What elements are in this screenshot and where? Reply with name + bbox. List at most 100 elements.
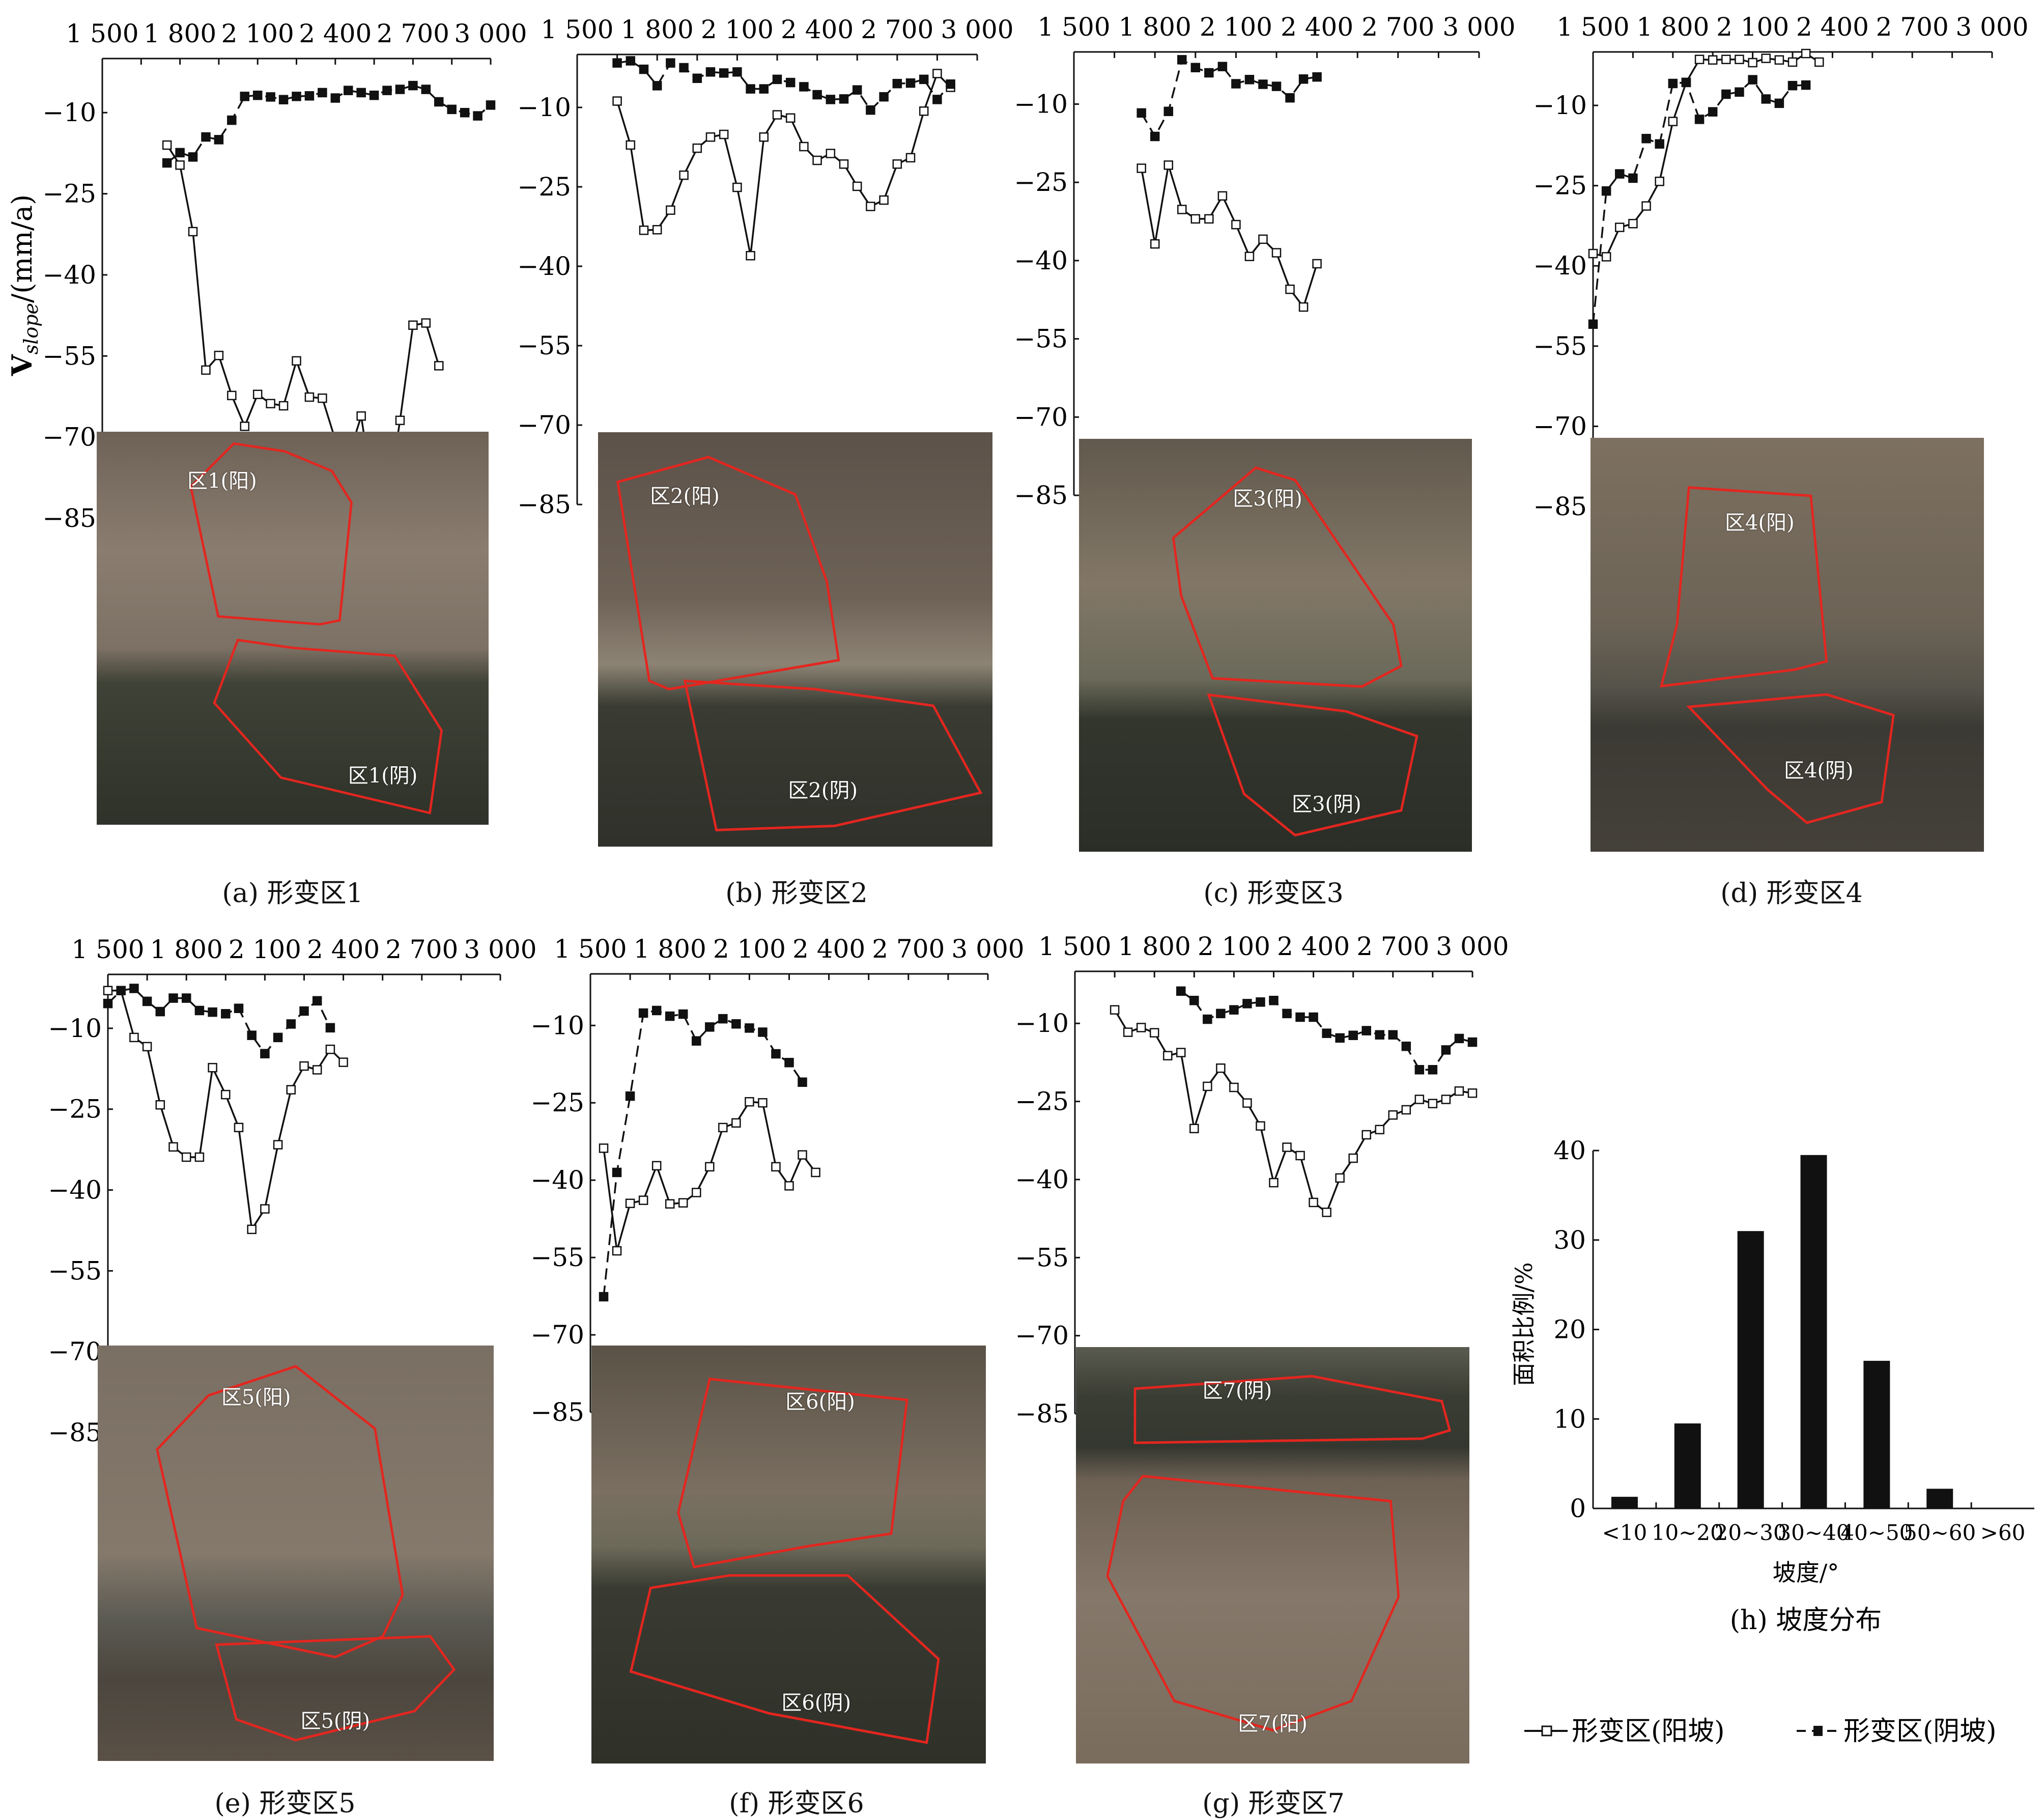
data-point-shady xyxy=(330,93,340,103)
chart-panel-d: 1 500 1 800 2 100 2 400 2 700 3 000 −10 −25 −40 −… xyxy=(1533,12,2028,521)
shady-zone-label: 区2(阴) xyxy=(788,779,858,803)
data-point-shady xyxy=(175,148,185,158)
data-point-shady xyxy=(798,1077,807,1087)
x-tick-label: 30~40 xyxy=(1777,1520,1850,1545)
data-point-shady xyxy=(625,1091,635,1101)
sunny-slope-outline xyxy=(189,442,353,626)
x-tick-label: 1 500 xyxy=(66,19,138,48)
data-point-sunny xyxy=(214,350,224,360)
data-point-sunny xyxy=(175,160,185,170)
data-point-sunny xyxy=(652,225,662,235)
data-point-sunny xyxy=(625,1198,635,1209)
data-point-shady xyxy=(1285,93,1295,103)
x-tick-label: 2 400 xyxy=(781,15,854,44)
data-point-shady xyxy=(1282,1009,1292,1019)
data-point-sunny xyxy=(1217,191,1228,201)
data-point-sunny xyxy=(1628,218,1638,229)
data-point-sunny xyxy=(746,250,755,261)
x-tick-label: 2 400 xyxy=(792,934,865,964)
data-point-shady xyxy=(273,1032,283,1043)
data-point-shady xyxy=(1176,986,1186,996)
panel-caption-e: (e) 形变区5 xyxy=(214,1788,356,1819)
data-point-shady xyxy=(651,1005,662,1016)
x-tick-label: 3 000 xyxy=(941,15,1013,44)
data-point-shady xyxy=(678,1009,688,1019)
data-point-shady xyxy=(168,993,178,1003)
data-point-shady xyxy=(142,996,152,1006)
data-point-shady xyxy=(599,1292,609,1302)
series-line-sunny xyxy=(616,72,951,256)
data-point-sunny xyxy=(731,1118,741,1128)
data-point-shady xyxy=(799,82,809,92)
data-point-shady xyxy=(486,100,496,110)
data-point-sunny xyxy=(1441,1095,1451,1104)
data-point-shady xyxy=(746,84,755,94)
chart-panel-c: 1 500 1 800 2 100 2 400 2 700 3 000 −10 −25 −40 −… xyxy=(1014,12,1515,510)
data-point-shady xyxy=(732,67,742,77)
data-point-sunny xyxy=(1256,1121,1265,1131)
data-point-sunny xyxy=(785,113,796,123)
data-point-sunny xyxy=(1110,1005,1120,1015)
data-point-shady xyxy=(1361,1026,1371,1035)
data-point-shady xyxy=(692,73,702,83)
shady-zone-label: 区6(阴) xyxy=(781,1691,851,1715)
sunny-slope-outline xyxy=(156,1365,404,1659)
data-point-shady xyxy=(1204,68,1214,78)
series-line-sunny xyxy=(1140,164,1318,309)
data-point-sunny xyxy=(260,1204,270,1214)
data-point-sunny xyxy=(1312,259,1322,269)
x-tick-label: 2 700 xyxy=(385,935,458,964)
data-point-shady xyxy=(1721,89,1731,99)
bar-4 xyxy=(1863,1361,1890,1508)
data-point-shady xyxy=(1309,1012,1318,1022)
y-tick-label: −70 xyxy=(1015,1321,1069,1351)
data-point-shady xyxy=(1375,1030,1385,1040)
data-point-sunny xyxy=(1454,1086,1464,1096)
data-point-shady xyxy=(395,85,405,94)
data-point-shady xyxy=(181,993,191,1003)
chart-panel-b: 1 500 1 800 2 100 2 400 2 700 3 000 −10 −25 −40 −… xyxy=(517,15,1013,519)
data-point-sunny xyxy=(1761,53,1771,63)
data-point-sunny xyxy=(759,132,769,142)
data-point-sunny xyxy=(1588,248,1598,259)
data-point-sunny xyxy=(1258,234,1268,244)
data-point-shady xyxy=(771,1049,781,1059)
x-tick-label: 1 800 xyxy=(150,935,223,964)
y-tick-label: −25 xyxy=(48,1095,102,1124)
x-tick-label: 2 100 xyxy=(1716,12,1789,42)
x-tick-label: 2 400 xyxy=(1281,12,1353,42)
x-tick-label: 3 000 xyxy=(1436,932,1509,961)
data-point-shady xyxy=(1348,1030,1358,1040)
data-point-shady xyxy=(866,105,875,115)
data-point-shady xyxy=(1414,1065,1425,1075)
y-tick-label: −70 xyxy=(530,1320,584,1350)
data-point-shady xyxy=(665,1011,675,1021)
bar-5 xyxy=(1926,1489,1953,1508)
data-point-sunny xyxy=(626,140,636,150)
data-point-shady xyxy=(155,1006,165,1017)
series-line-sunny xyxy=(603,1101,816,1251)
data-point-shady xyxy=(1231,79,1241,89)
data-point-shady xyxy=(1258,79,1268,89)
x-tick-label: 2 700 xyxy=(1361,12,1434,42)
data-point-shady xyxy=(932,95,942,104)
sunny-zone-label: 区2(阳) xyxy=(650,485,720,509)
x-axis-label: 坡度/° xyxy=(1773,1559,1839,1586)
data-point-shady xyxy=(745,1023,754,1033)
data-point-sunny xyxy=(745,1097,754,1107)
data-point-sunny xyxy=(679,170,689,180)
sunny-zone-label: 区4(阳) xyxy=(1725,511,1795,535)
chart-panel-a: 1 500 1 800 2 100 2 400 2 700 3 000 −10 −25 −40 −… xyxy=(42,19,527,533)
data-point-sunny xyxy=(1216,1063,1226,1073)
data-point-shady xyxy=(299,1006,309,1016)
data-point-shady xyxy=(1441,1045,1451,1055)
satellite-image-g: 区7(阳) 区7(阴) xyxy=(1076,1347,1469,1763)
data-point-shady xyxy=(1655,139,1664,149)
shady-slope-outline xyxy=(1133,1375,1452,1444)
y-tick-label: −10 xyxy=(48,1014,102,1043)
data-point-sunny xyxy=(103,986,113,996)
data-point-shady xyxy=(826,95,836,104)
data-point-sunny xyxy=(129,1032,139,1043)
data-point-sunny xyxy=(639,226,649,235)
y-tick-label: −10 xyxy=(42,98,96,127)
